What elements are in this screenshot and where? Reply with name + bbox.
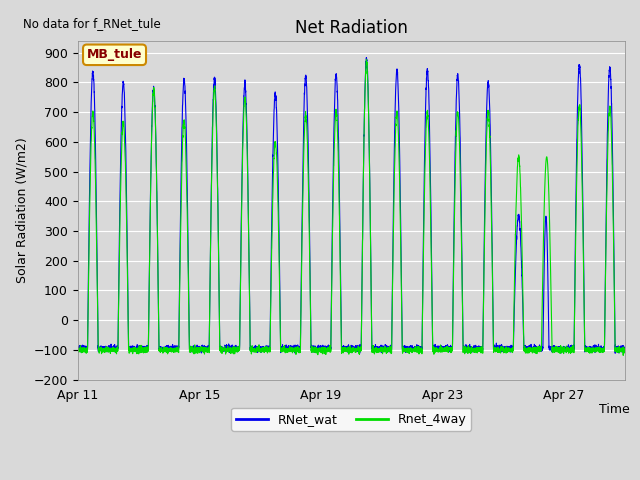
Line: RNet_wat: RNet_wat [77, 58, 625, 353]
Rnet_4way [175, 346, 182, 352]
RNet_wat [74, 343, 81, 349]
Rnet_4way [399, 344, 407, 350]
Legend: RNet_wat, Rnet_4way: RNet_wat, Rnet_4way [232, 408, 471, 431]
Rnet_4way [96, 347, 104, 353]
RNet_wat [172, 345, 179, 351]
X-axis label: Time: Time [598, 403, 629, 416]
RNet_wat [362, 55, 370, 60]
RNet_wat [615, 346, 623, 352]
RNet_wat [96, 347, 104, 353]
Text: No data for f_RNet_tule: No data for f_RNet_tule [23, 17, 161, 30]
Rnet_4way [620, 352, 627, 358]
RNet_wat [430, 350, 438, 356]
Title: Net Radiation: Net Radiation [295, 19, 408, 36]
Rnet_4way [257, 348, 265, 354]
Y-axis label: Solar Radiation (W/m2): Solar Radiation (W/m2) [15, 137, 28, 283]
Text: MB_tule: MB_tule [87, 48, 142, 61]
Rnet_4way [615, 346, 623, 352]
RNet_wat [399, 345, 407, 351]
Rnet_4way [363, 57, 371, 62]
RNet_wat [257, 346, 265, 351]
Line: Rnet_4way: Rnet_4way [77, 60, 625, 355]
RNet_wat [621, 347, 629, 352]
RNet_wat [175, 339, 182, 345]
Rnet_4way [621, 350, 629, 356]
Rnet_4way [74, 346, 81, 352]
Rnet_4way [172, 346, 179, 351]
